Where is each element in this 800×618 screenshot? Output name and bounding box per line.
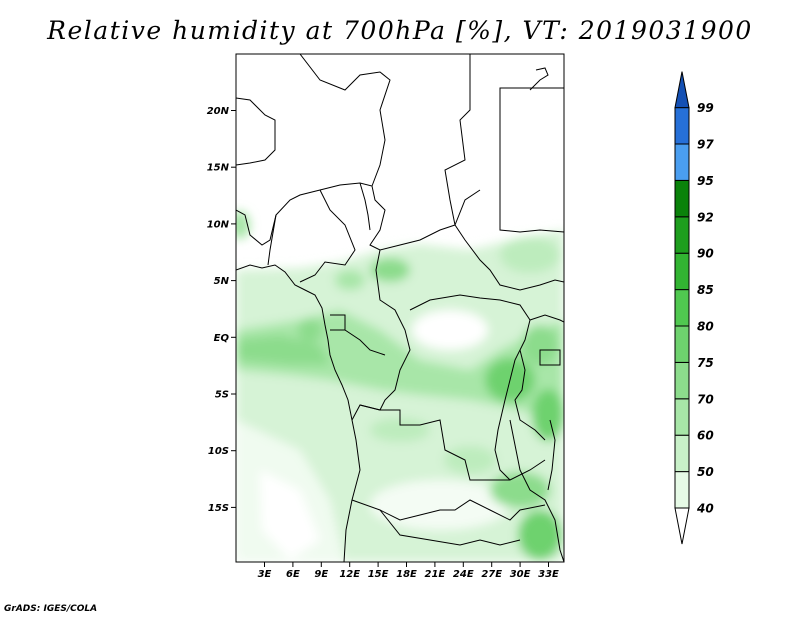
colorbar-segment: [674, 252, 690, 291]
lon-tick-label: 9E: [314, 569, 328, 580]
plot-frame: [235, 53, 565, 563]
lon-tick-label: 12E: [339, 569, 360, 580]
lat-tick-label: 10S: [208, 446, 229, 457]
colorbar-segment: [674, 216, 690, 254]
colorbar-segment: [674, 507, 690, 545]
lon-tick-label: 27E: [481, 569, 502, 580]
lon-tick-label: 21E: [425, 569, 446, 580]
colorbar: 40 50 60 70 75 80 85 90 92 95 97 99: [674, 71, 714, 545]
colorbar-segment: [674, 398, 690, 436]
colorbar-label: 95: [697, 174, 714, 188]
colorbar-label: 40: [696, 502, 714, 516]
colorbar-label: 99: [697, 101, 714, 115]
lat-tick-label: 15N: [207, 163, 230, 174]
lat-tick-label: 15S: [208, 503, 229, 514]
lon-tick-label: 30E: [510, 569, 531, 580]
colorbar-label: 70: [697, 392, 714, 406]
colorbar-segment: [674, 289, 690, 327]
country-borders: [236, 54, 564, 562]
colorbar-segment: [674, 179, 690, 218]
lon-tick-label: 24E: [453, 569, 474, 580]
lat-tick-label: 10N: [207, 219, 230, 230]
colorbar-label: 90: [697, 247, 714, 261]
lon-tick-label: 33E: [538, 569, 559, 580]
lon-tick-label: 18E: [396, 569, 417, 580]
map-title: Relative humidity at 700hPa [%], VT: 201…: [47, 16, 753, 45]
colorbar-segment: [674, 143, 690, 181]
lat-tick-label: 5S: [215, 390, 229, 401]
lon-tick-label: 3E: [258, 569, 272, 580]
lon-tick-label: 6E: [286, 569, 300, 580]
latitude-axis: 20N 15N 10N 5N EQ 5S 10S 15S: [207, 106, 236, 514]
colorbar-label: 50: [697, 465, 714, 479]
colorbar-label: 75: [697, 356, 714, 370]
colorbar-segment: [674, 107, 690, 145]
colorbar-label: 60: [697, 429, 714, 443]
colorbar-label: 80: [697, 320, 714, 334]
humidity-field: [236, 211, 564, 562]
colorbar-segment: [674, 471, 690, 509]
grads-credit: GrADS: IGES/COLA: [4, 604, 98, 614]
colorbar-label: 85: [697, 283, 714, 297]
colorbar-segment: [674, 434, 690, 473]
lat-tick-label: EQ: [214, 333, 230, 344]
colorbar-segment: [674, 325, 690, 363]
colorbar-label: 92: [697, 210, 714, 224]
lon-tick-label: 15E: [368, 569, 389, 580]
colorbar-segment: [674, 71, 690, 109]
colorbar-label: 97: [697, 138, 714, 152]
longitude-axis: 3E 6E 9E 12E 15E 18E 21E 24E 27E 30E 33E: [258, 562, 559, 580]
colorbar-segment: [674, 361, 690, 400]
lat-tick-label: 20N: [207, 106, 230, 117]
lat-tick-label: 5N: [214, 276, 230, 287]
